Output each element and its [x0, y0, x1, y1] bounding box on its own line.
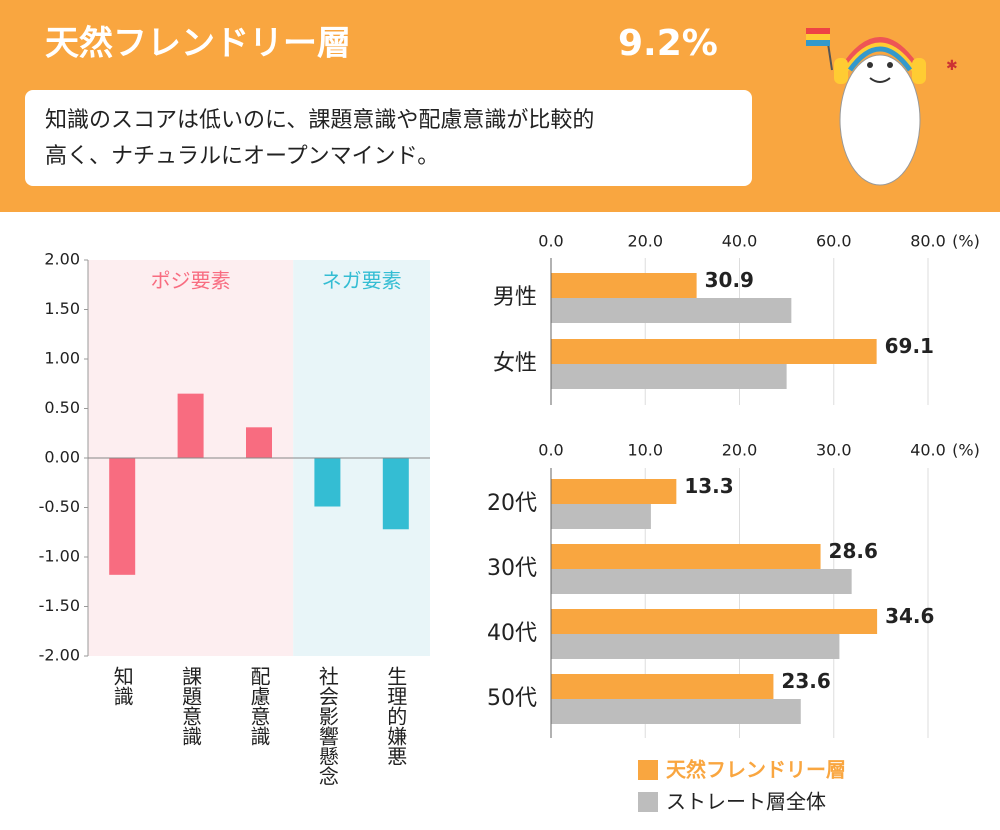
y-tick-label: 1.00: [44, 349, 80, 368]
x-tick-label: 配慮意識: [247, 666, 271, 746]
description-line: 知識のスコアは低いのに、課題意識や配慮意識が比較的: [45, 108, 594, 133]
x-tick-label: 40.0: [910, 441, 946, 460]
x-tick-label: 0.0: [538, 441, 563, 460]
bar: [551, 609, 878, 634]
value-label: 13.3: [684, 474, 733, 498]
bar: [177, 393, 204, 458]
bar: [551, 298, 792, 323]
value-label: 28.6: [829, 539, 878, 563]
x-tick-label: 課題意識: [179, 666, 203, 746]
x-tick-label: 20.0: [722, 441, 758, 460]
category-label: 女性: [493, 351, 537, 376]
axis-unit: (%): [952, 441, 980, 460]
axis-unit: (%): [952, 232, 980, 251]
legend-label: 天然フレンドリー層: [666, 758, 846, 782]
bar: [551, 699, 801, 724]
x-tick-label: 0.0: [538, 232, 563, 251]
description-line: 高く、ナチュラルにオープンマインド。: [45, 144, 439, 169]
mascot-body: [839, 54, 921, 186]
x-tick-label: 40.0: [722, 232, 758, 251]
bar: [551, 339, 877, 364]
x-tick-label: 20.0: [627, 232, 663, 251]
x-tick-label: 60.0: [816, 232, 852, 251]
x-tick-label: 生理的嫌悪: [384, 666, 408, 766]
bar: [551, 634, 840, 659]
category-label: 50代: [487, 686, 537, 711]
x-tick-label: 80.0: [910, 232, 946, 251]
bar: [382, 458, 409, 530]
bar: [109, 458, 136, 575]
bar: [551, 479, 677, 504]
group-label: ネガ要素: [322, 269, 402, 293]
description-box: [25, 90, 752, 186]
sparkle: ✱: [946, 58, 958, 74]
y-tick-label: -1.00: [39, 547, 80, 566]
x-tick-label: 社会影響懸念: [315, 666, 339, 786]
legend: 天然フレンドリー層 ストレート層全体: [638, 758, 846, 814]
y-tick-label: 0.50: [44, 398, 80, 417]
bar: [551, 504, 651, 529]
legend-swatch: [638, 792, 658, 812]
bar: [246, 427, 272, 458]
category-label: 40代: [487, 621, 537, 646]
y-tick-label: 0.00: [44, 448, 80, 467]
bar: [551, 674, 774, 699]
bar: [551, 273, 697, 298]
x-tick-label: 知識: [110, 666, 134, 706]
legend-swatch: [638, 760, 658, 780]
category-label: 30代: [487, 556, 537, 581]
bar: [551, 569, 852, 594]
category-label: 男性: [493, 285, 537, 310]
y-tick-label: -1.50: [39, 596, 80, 615]
legend-label: ストレート層全体: [666, 790, 826, 814]
group-label: ポジ要素: [151, 269, 231, 293]
y-tick-label: 2.00: [44, 250, 80, 269]
header-title: 天然フレンドリー層: [45, 24, 351, 64]
value-label: 30.9: [705, 268, 754, 292]
y-tick-label: -0.50: [39, 497, 80, 516]
category-label: 20代: [487, 491, 537, 516]
bar: [551, 544, 821, 569]
value-label: 23.6: [781, 669, 830, 693]
y-tick-label: -2.00: [39, 646, 80, 665]
value-label: 69.1: [885, 334, 934, 358]
bar: [551, 364, 787, 389]
bar: [314, 458, 341, 507]
x-tick-label: 30.0: [816, 441, 852, 460]
x-tick-label: 10.0: [627, 441, 663, 460]
value-label: 34.6: [885, 604, 934, 628]
mascot: ✱: [806, 28, 958, 186]
header-share: 9.2%: [618, 23, 718, 64]
y-tick-label: 1.50: [44, 299, 80, 318]
